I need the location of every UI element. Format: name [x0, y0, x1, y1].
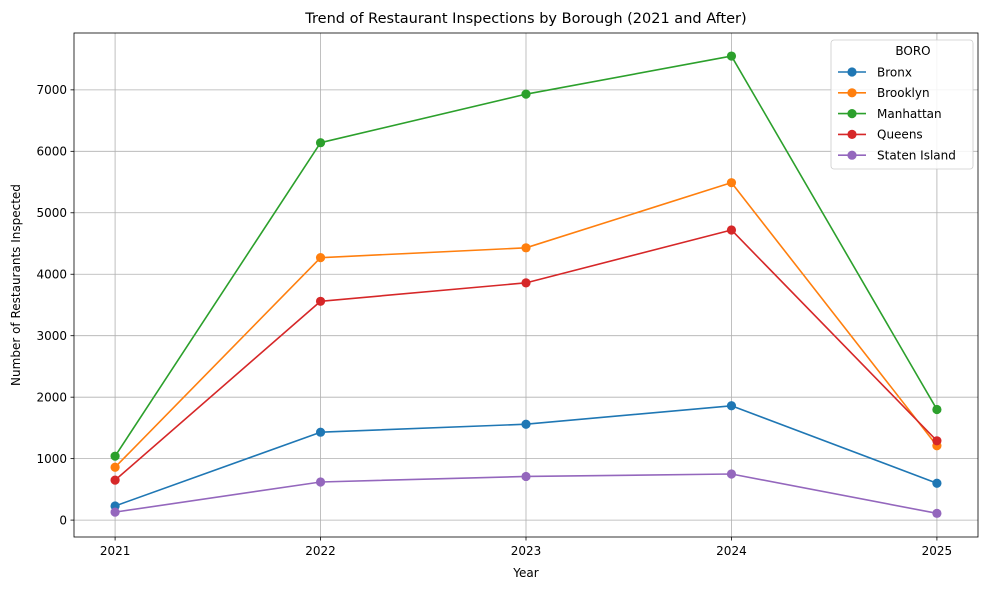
x-tick-label: 2024 — [716, 544, 747, 558]
legend-label: Bronx — [877, 65, 912, 79]
data-point — [315, 427, 326, 437]
data-point — [521, 471, 531, 482]
legend-swatch-marker — [847, 129, 857, 139]
series-manhattan — [110, 51, 942, 461]
x-tick-label: 2023 — [511, 544, 542, 558]
data-point — [110, 507, 120, 517]
chart-title: Trend of Restaurant Inspections by Borou… — [304, 11, 746, 27]
data-point — [521, 419, 531, 429]
data-point — [726, 401, 737, 411]
data-point — [521, 278, 531, 288]
data-point — [110, 462, 120, 472]
legend-swatch-marker — [847, 109, 857, 119]
data-point — [315, 138, 326, 148]
data-point — [932, 508, 942, 518]
legend-item: Bronx — [838, 65, 912, 79]
legend-item: Manhattan — [838, 107, 942, 121]
x-tick-label: 2025 — [922, 544, 953, 558]
legend-item: Staten Island — [838, 149, 956, 163]
x-axis-label: Year — [512, 566, 538, 580]
data-point — [726, 469, 737, 479]
data-point — [315, 477, 326, 487]
legend: BORO Bronx Brooklyn Manhattan Queens Staten I… — [830, 39, 974, 170]
data-point — [726, 178, 737, 188]
data-point — [521, 89, 531, 99]
legend-label: Brooklyn — [877, 86, 930, 100]
legend-box — [830, 39, 974, 170]
legend-item: Queens — [838, 128, 923, 142]
series-staten-island — [110, 469, 942, 518]
y-tick-label: 3000 — [36, 329, 67, 343]
y-tick-label: 4000 — [36, 268, 67, 282]
y-tick-label: 0 — [59, 513, 67, 527]
x-tick-label: 2022 — [305, 544, 336, 558]
legend-label: Staten Island — [877, 149, 956, 163]
legend-swatch-marker — [847, 88, 857, 98]
y-tick-label: 7000 — [36, 83, 67, 97]
legend-swatch-marker — [847, 150, 857, 160]
series-lines — [110, 51, 942, 518]
data-point — [521, 243, 531, 253]
legend-label: Manhattan — [877, 107, 942, 121]
data-point — [726, 51, 737, 61]
legend-swatch-marker — [847, 67, 857, 77]
data-point — [315, 253, 326, 263]
y-tick-label: 1000 — [36, 452, 67, 466]
data-point — [110, 475, 120, 485]
y-axis-label: Number of Restaurants Inspected — [9, 184, 23, 386]
data-point — [932, 436, 942, 446]
series-queens — [110, 225, 942, 485]
legend-item: Brooklyn — [838, 86, 930, 100]
data-point — [932, 478, 942, 488]
data-point — [315, 296, 326, 306]
y-tick-label: 6000 — [36, 145, 67, 159]
data-point — [932, 404, 942, 415]
axis-ticks: 2021 2022 2023 2024 2025 0 1000 2000 3000 4000 500… — [36, 83, 952, 558]
data-point — [726, 225, 737, 235]
legend-label: Queens — [877, 128, 923, 142]
data-point — [110, 451, 120, 461]
y-tick-label: 5000 — [36, 206, 67, 220]
y-tick-label: 2000 — [36, 390, 67, 404]
legend-title: BORO — [895, 44, 930, 58]
x-tick-label: 2021 — [100, 544, 131, 558]
